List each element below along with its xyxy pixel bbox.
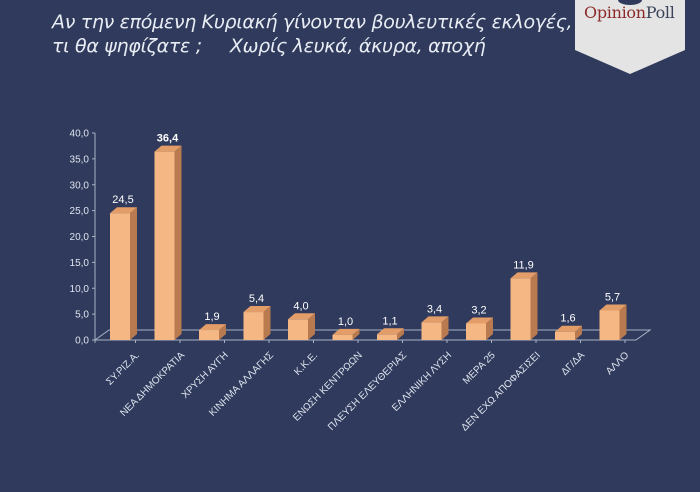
bar (199, 324, 226, 340)
value-label: 5,4 (249, 293, 264, 305)
bar (332, 328, 360, 340)
y-tick-label: 20,0 (70, 232, 90, 243)
logo-badge (575, 0, 685, 74)
value-label: 3,4 (427, 303, 442, 315)
bar (466, 317, 493, 340)
y-tick-label: 30,0 (70, 180, 90, 191)
value-label: 1,1 (382, 315, 397, 327)
value-label: 24,5 (112, 194, 133, 206)
y-tick-label: 15,0 (70, 258, 90, 269)
y-tick-label: 25,0 (70, 206, 90, 217)
bar (110, 207, 137, 340)
value-label: 5,7 (605, 292, 620, 304)
y-tick-label: 0,0 (75, 336, 89, 347)
y-tick-label: 10,0 (70, 284, 90, 295)
bar (288, 313, 315, 340)
y-tick-label: 40,0 (70, 129, 90, 140)
bar (154, 145, 182, 340)
title-line-1: Αν την επόμενη Κυριακή γίνονταν βουλευτι… (52, 11, 573, 33)
bar (421, 316, 449, 340)
bar (555, 325, 582, 340)
title-line-2: τι θα ψηφίζατε ; (52, 35, 202, 57)
bar (599, 304, 627, 340)
bar (243, 306, 271, 340)
y-tick-label: 5,0 (75, 310, 89, 321)
bar (510, 272, 538, 340)
value-label: 1,0 (338, 316, 353, 328)
value-label: 1,6 (560, 313, 575, 325)
value-label: 4,0 (293, 300, 308, 312)
chart-title: Αν την επόμενη Κυριακή γίνονταν βουλευτι… (52, 10, 573, 58)
value-label: 36,4 (157, 133, 179, 145)
value-label: 3,2 (471, 304, 486, 316)
value-label: 11,9 (513, 259, 534, 271)
value-label: 1,9 (204, 311, 219, 323)
y-tick-label: 35,0 (70, 154, 90, 165)
logo-text: OpinionPoll (584, 3, 675, 22)
chart-subtitle: Χωρίς λευκά, άκυρα, αποχή (229, 35, 486, 57)
bar (377, 328, 404, 340)
chart-floor (93, 329, 652, 341)
